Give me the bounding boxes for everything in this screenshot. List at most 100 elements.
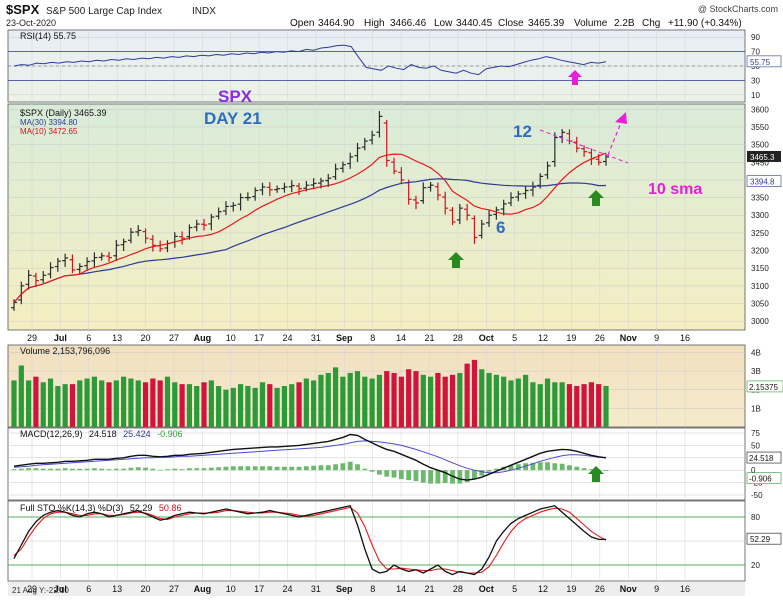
sto-y-tick-label: 80 (751, 513, 760, 522)
chg-label: Chg (642, 18, 660, 29)
x-tick-label-bottom: 31 (311, 584, 321, 594)
volume-bar (62, 384, 68, 427)
macd-histogram-bar (384, 470, 390, 477)
macd-histogram-bar (143, 467, 148, 471)
price-arrow-up-green-icon-2 (588, 190, 604, 206)
volume-bar (457, 372, 463, 427)
x-tick-label: 27 (169, 333, 179, 343)
price-y-tick-label: 3350 (751, 194, 769, 203)
price-y-tick-label: 3000 (751, 317, 769, 326)
volume-y-tick-label: 3B (751, 367, 761, 376)
rsi-y-tick-label: 90 (751, 33, 760, 42)
x-tick-label-bottom: 26 (595, 584, 605, 594)
macd-histogram-bar (435, 470, 441, 484)
macd-histogram-bar (398, 470, 404, 480)
sto-legend: Full STO %K(14,3) %D(3) 52.29 50.86 (20, 503, 181, 513)
volume-bar (274, 387, 280, 427)
volume-bar (303, 378, 309, 427)
x-tick-label: 10 (226, 333, 236, 343)
ma10-legend: MA(10) 3472.65 (20, 127, 78, 136)
x-tick-label: 9 (654, 333, 659, 343)
macd-histogram-bar (208, 467, 214, 471)
x-tick-label-bottom: 27 (169, 584, 179, 594)
ma30-line (13, 178, 607, 303)
volume-bar (435, 372, 441, 427)
macd-histogram-bar (515, 464, 521, 471)
volume-bar (99, 380, 105, 427)
volume-bar (245, 386, 251, 427)
x-tick-label: 20 (141, 333, 151, 343)
annotation-12: 12 (513, 122, 532, 141)
trendline-annotation (539, 129, 629, 164)
volume-bar (552, 382, 558, 427)
volume-bar (150, 378, 156, 427)
volume-bar (106, 382, 112, 427)
volume-bar (479, 369, 485, 427)
price-y-tick-label: 3050 (751, 300, 769, 309)
x-tick-label-bottom: 17 (254, 584, 264, 594)
macd-histogram-bar (238, 466, 243, 471)
macd-histogram-bar (377, 470, 382, 475)
macd-histogram-bar (40, 468, 46, 471)
macd-histogram-bar (128, 467, 134, 471)
volume-bar (267, 384, 273, 427)
volume-bar (420, 374, 426, 427)
macd-histogram-bar (77, 468, 83, 471)
macd-histogram-bar (442, 470, 448, 484)
macd-histogram-bar (55, 468, 61, 471)
volume-bar (40, 382, 46, 427)
rsi-legend: RSI(14) 55.75 (20, 31, 76, 41)
macd-histogram-bar (406, 470, 412, 481)
volume-bar (157, 380, 163, 427)
macd-hist-last-label: -0.906 (749, 475, 772, 484)
x-tick-label-bottom: Aug (194, 584, 212, 594)
macd-histogram-bar (106, 469, 112, 471)
volume-y-tick-label: 4B (751, 348, 761, 357)
price-legend-title: $SPX (Daily) 3465.39 (20, 108, 107, 118)
rsi-y-tick-label: 30 (751, 76, 760, 85)
low-value: 3440.45 (456, 18, 493, 29)
macd-y-tick-label: 50 (751, 441, 760, 450)
volume-bar (384, 371, 390, 427)
volume-bar (128, 378, 134, 427)
volume-bar (179, 384, 185, 427)
volume-bar (113, 380, 119, 427)
chart-index-name: S&P 500 Large Cap Index (46, 6, 162, 17)
macd-histogram-bar (267, 466, 273, 471)
volume-bar (574, 386, 580, 427)
volume-bar (588, 382, 594, 427)
x-tick-label: 21 (424, 333, 434, 343)
macd-histogram-bar (245, 466, 251, 471)
volume-bar (216, 386, 222, 427)
macd-histogram-bar (230, 466, 236, 471)
volume-bar (84, 378, 90, 427)
volume-last-box (746, 380, 783, 393)
volume-bar (172, 382, 178, 427)
x-tick-label: 19 (566, 333, 576, 343)
volume-bar (362, 376, 368, 427)
volume-bar (449, 374, 456, 427)
x-tick-label-bottom: 9 (654, 584, 659, 594)
price-y-tick-label: 3500 (751, 141, 769, 150)
x-tick-label-bottom: Sep (336, 584, 353, 594)
macd-histogram-bar (135, 467, 141, 471)
macd-last-box (746, 451, 782, 464)
macd-histogram-bar (296, 466, 302, 471)
volume-bar (186, 384, 193, 427)
macd-histogram-bar (121, 468, 127, 471)
rsi-arrow-up-icon (568, 70, 582, 85)
open-value: 3464.90 (318, 18, 355, 29)
macd-histogram-bar (428, 470, 433, 484)
volume-bar (376, 374, 383, 427)
macd-histogram-bar (33, 468, 39, 471)
rsi-last-value-box (746, 55, 782, 68)
macd-histogram-bar (413, 470, 419, 482)
ma10-line (13, 152, 607, 303)
footer-bar (8, 582, 745, 596)
price-y-tick-label: 3550 (751, 123, 769, 132)
annotation-spx: SPX (218, 87, 253, 106)
macd-histogram-bar (567, 465, 572, 471)
volume-bar (121, 376, 127, 427)
volume-bar (18, 365, 24, 427)
